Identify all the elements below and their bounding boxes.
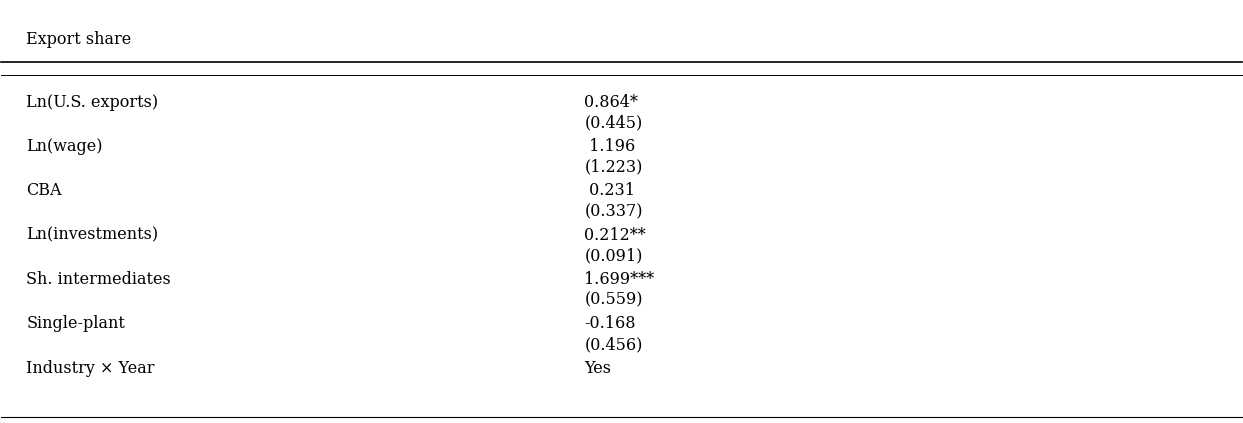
Text: (0.559): (0.559): [584, 291, 643, 309]
Text: 0.231: 0.231: [584, 182, 635, 200]
Text: 0.212**: 0.212**: [584, 227, 646, 244]
Text: (1.223): (1.223): [584, 159, 643, 176]
Text: Ln(U.S. exports): Ln(U.S. exports): [26, 94, 158, 111]
Text: -0.168: -0.168: [584, 316, 635, 332]
Text: (0.445): (0.445): [584, 114, 643, 131]
Text: (0.091): (0.091): [584, 247, 643, 264]
Text: Single-plant: Single-plant: [26, 316, 126, 332]
Text: Sh. intermediates: Sh. intermediates: [26, 271, 172, 288]
Text: Yes: Yes: [584, 360, 612, 377]
Text: 1.196: 1.196: [584, 138, 635, 155]
Text: (0.337): (0.337): [584, 203, 643, 220]
Text: 1.699***: 1.699***: [584, 271, 654, 288]
Text: Ln(investments): Ln(investments): [26, 227, 158, 244]
Text: Export share: Export share: [26, 31, 132, 48]
Text: Industry × Year: Industry × Year: [26, 360, 154, 377]
Text: Ln(wage): Ln(wage): [26, 138, 103, 155]
Text: (0.456): (0.456): [584, 336, 643, 353]
Text: CBA: CBA: [26, 182, 62, 200]
Text: 0.864*: 0.864*: [584, 94, 638, 111]
